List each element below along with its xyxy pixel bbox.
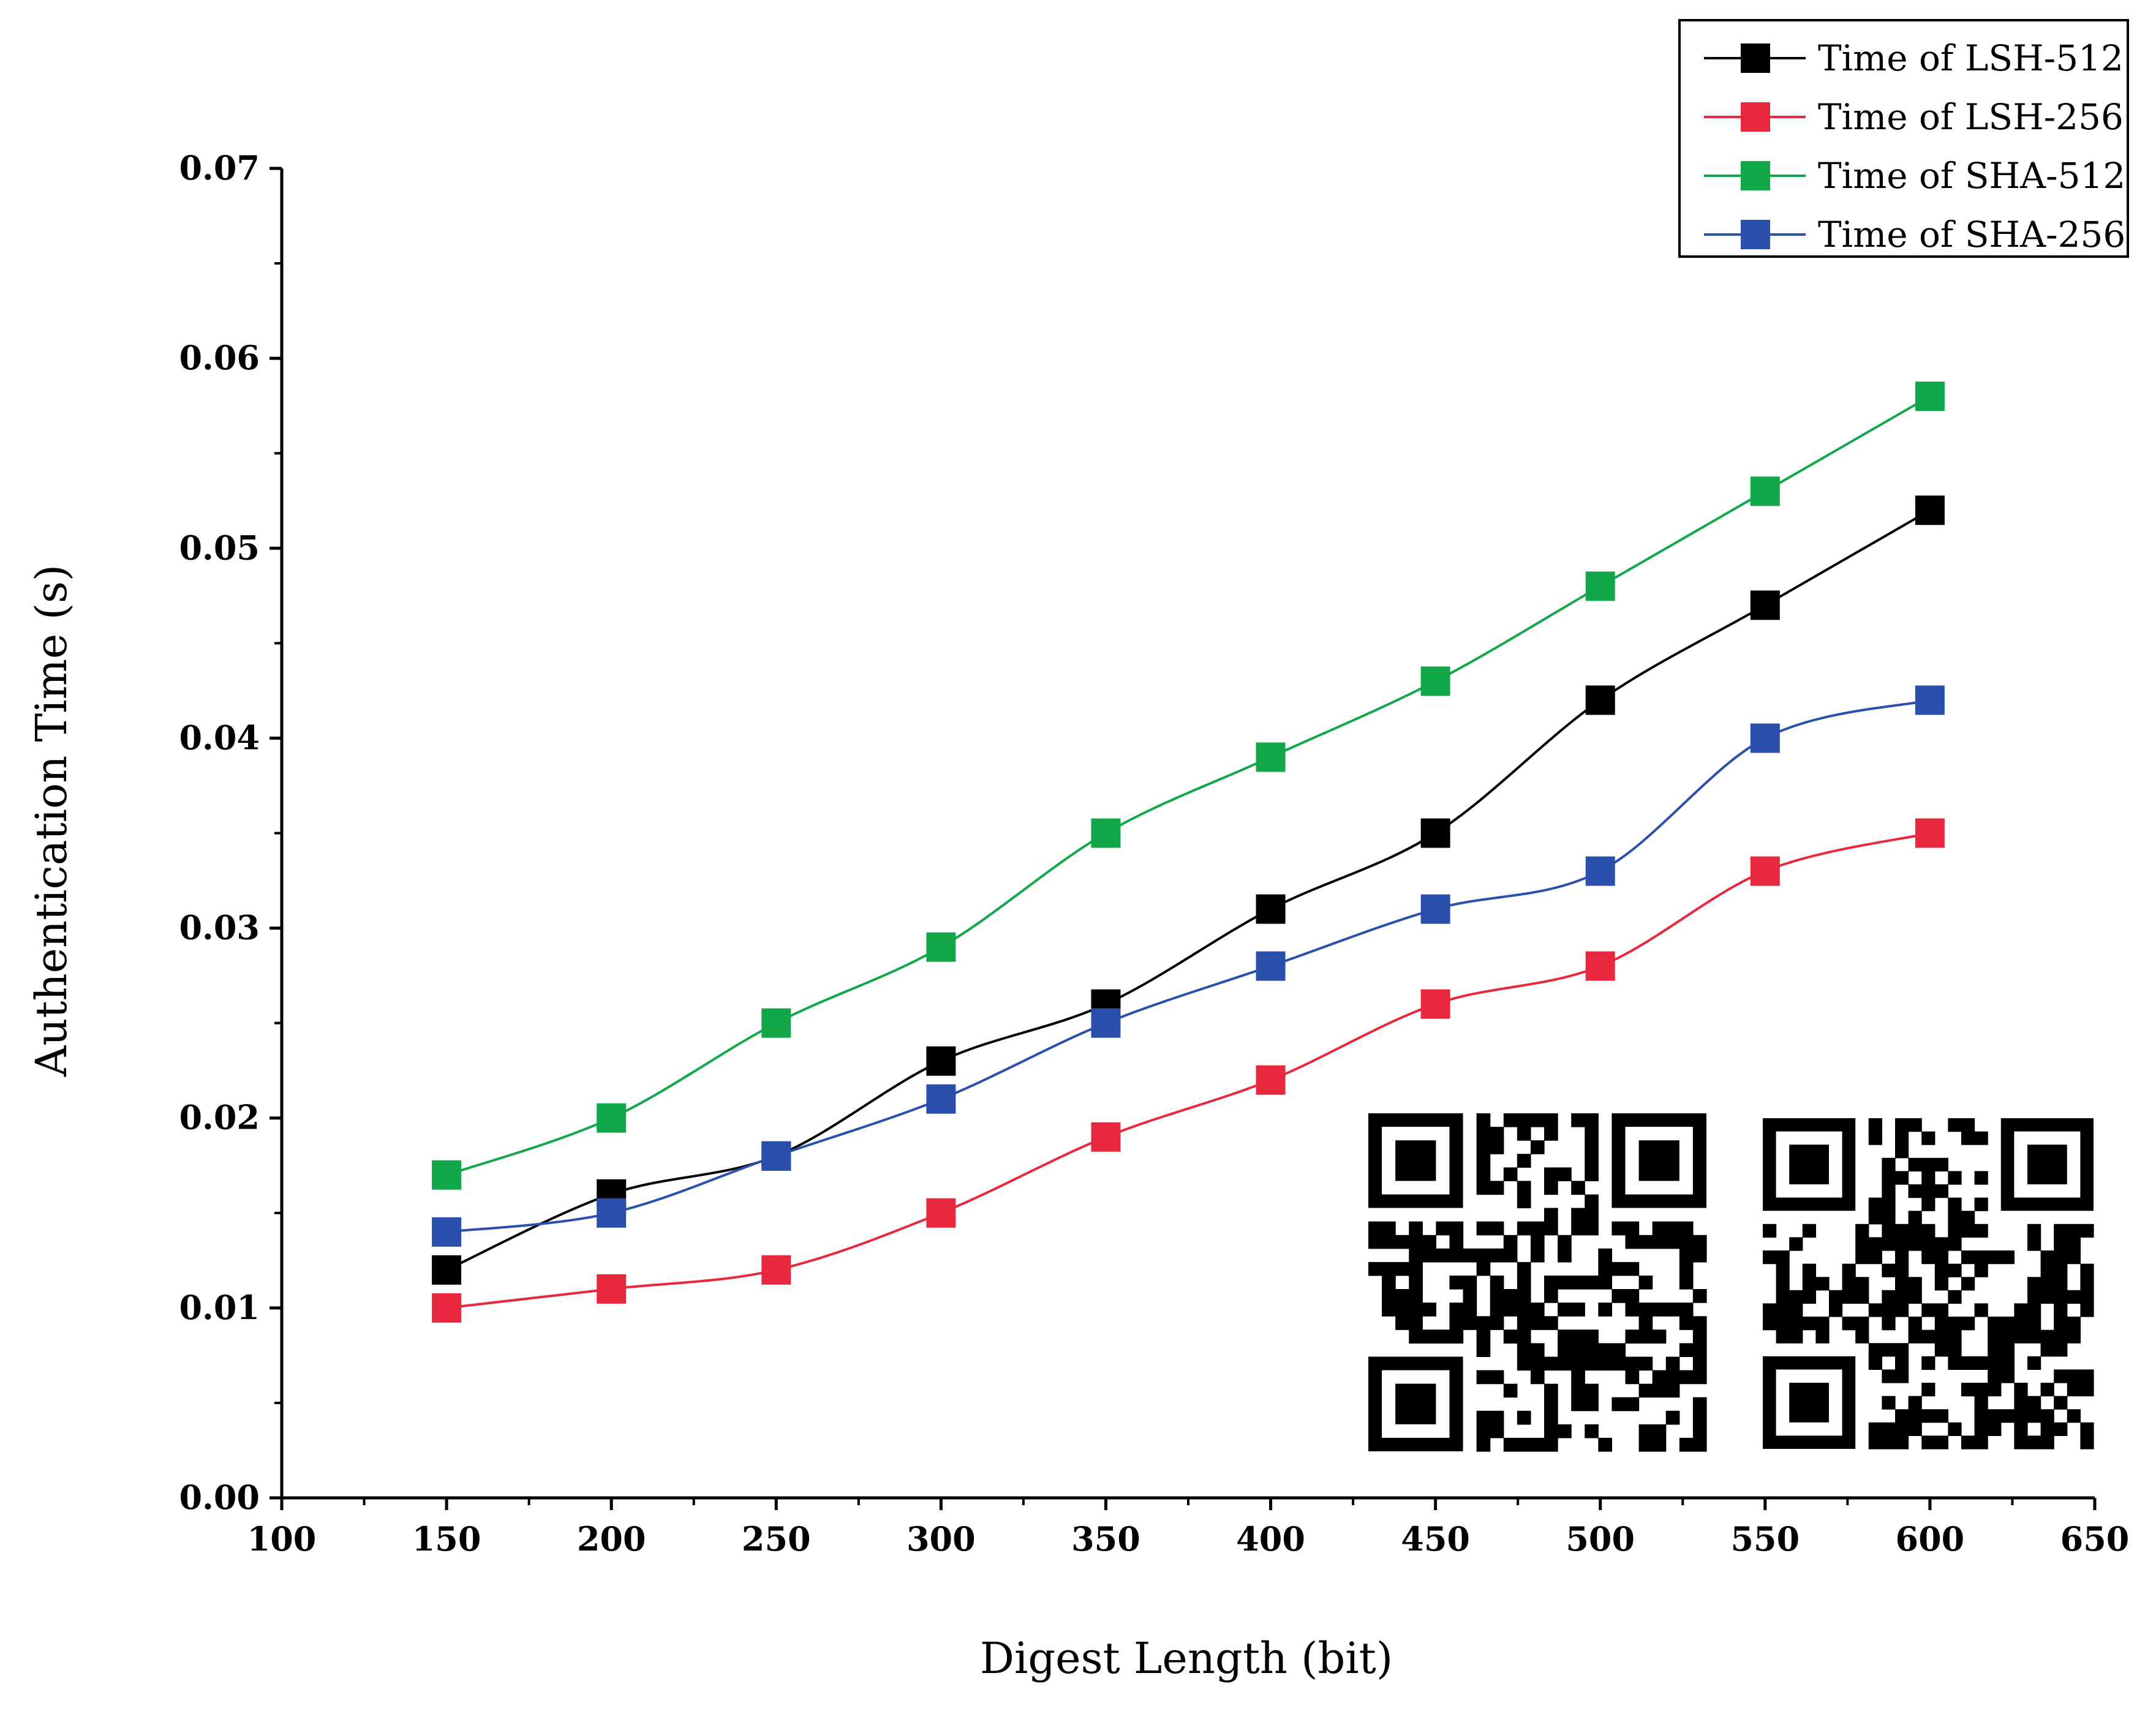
y-tick-label: 0.05 (179, 528, 260, 567)
data-point (1750, 856, 1780, 886)
x-axis-title: Digest Length (bit) (980, 1633, 1393, 1683)
y-tick-label: 0.02 (179, 1098, 260, 1137)
data-point (1915, 495, 1945, 525)
data-point (597, 1103, 627, 1133)
qr-modules (1368, 1113, 1707, 1452)
x-tick-label: 550 (1730, 1519, 1800, 1558)
legend-label: Time of LSH-256 (1818, 96, 2124, 138)
data-point (1256, 1065, 1286, 1095)
x-tick-label: 450 (1401, 1519, 1470, 1558)
x-tick-label: 300 (907, 1519, 976, 1558)
data-point (1585, 685, 1615, 715)
data-point (761, 1141, 791, 1171)
qr-code-right (1763, 1118, 2094, 1449)
qr-finder-core (1789, 1383, 1829, 1423)
data-point (432, 1217, 462, 1247)
series-time-of-sha-512 (432, 382, 1945, 1190)
data-point (1256, 894, 1286, 924)
x-tick-label: 250 (742, 1519, 811, 1558)
legend-marker (1741, 220, 1770, 249)
x-tick-label: 400 (1236, 1519, 1305, 1558)
x-tick-label: 600 (1896, 1519, 1965, 1558)
x-tick-label: 150 (412, 1519, 481, 1558)
x-tick-label: 350 (1071, 1519, 1140, 1558)
data-point (1420, 666, 1450, 696)
qr-codes (1368, 1113, 2094, 1452)
data-point (761, 1255, 791, 1285)
data-point (1585, 571, 1615, 601)
data-point (432, 1160, 462, 1190)
y-axis-title: Authentication Time (s) (26, 565, 77, 1077)
data-point (1256, 951, 1286, 981)
series-line (446, 509, 1931, 1271)
data-point (432, 1293, 462, 1323)
y-tick-label: 0.01 (179, 1288, 260, 1327)
data-point (1585, 856, 1615, 886)
data-point (1091, 1008, 1121, 1038)
data-point (1915, 382, 1945, 412)
y-tick-label: 0.00 (179, 1478, 260, 1517)
data-point (597, 1198, 627, 1228)
y-tick-label: 0.03 (179, 908, 260, 947)
data-point (1420, 818, 1450, 848)
series-time-of-lsh-512 (432, 495, 1945, 1285)
series-layer (432, 382, 1945, 1323)
axes: 0.00 0.01 0.02 0.03 0.04 0.05 0.06 0.07 100 150 20… (179, 148, 2129, 1558)
legend-label: Time of SHA-256 (1818, 214, 2125, 255)
qr-finder-core (1638, 1140, 1679, 1181)
data-point (926, 932, 956, 962)
qr-finder-core (1395, 1140, 1436, 1181)
legend-marker (1741, 43, 1770, 73)
data-point (926, 1046, 956, 1076)
legend-item: Time of SHA-256 (1704, 214, 2125, 255)
x-tick-label: 200 (577, 1519, 646, 1558)
series-time-of-sha-256 (432, 685, 1945, 1247)
qr-finder-core (1395, 1383, 1436, 1424)
data-point (1091, 818, 1121, 848)
qr-finder-core (1789, 1145, 1829, 1184)
data-point (1585, 951, 1615, 981)
data-point (1750, 590, 1780, 620)
data-point (926, 1198, 956, 1228)
data-point (1750, 476, 1780, 506)
qr-code-left (1368, 1113, 1707, 1452)
qr-modules (1763, 1118, 2094, 1449)
legend-label: Time of SHA-512 (1818, 155, 2125, 197)
legend-item: Time of LSH-256 (1704, 96, 2124, 138)
series-time-of-lsh-256 (432, 818, 1945, 1323)
data-point (1915, 818, 1945, 848)
series-line (446, 699, 1931, 1233)
legend-item: Time of LSH-512 (1704, 37, 2124, 79)
data-point (1420, 894, 1450, 924)
qr-finder-core (2027, 1145, 2067, 1184)
x-tick-label: 100 (247, 1519, 317, 1558)
series-line (446, 395, 1931, 1176)
y-tick-label: 0.07 (179, 148, 260, 187)
data-point (1091, 1122, 1121, 1152)
y-tick-label: 0.04 (179, 718, 260, 757)
data-point (1915, 685, 1945, 715)
legend-item: Time of SHA-512 (1704, 155, 2125, 197)
x-tick-label: 500 (1566, 1519, 1635, 1558)
data-point (1256, 742, 1286, 772)
series-line (446, 832, 1931, 1309)
data-point (926, 1084, 956, 1114)
data-point (432, 1255, 462, 1285)
legend: Time of LSH-512 Time of LSH-256 Time of SH… (1678, 19, 2129, 258)
data-point (761, 1008, 791, 1038)
legend-label: Time of LSH-512 (1818, 37, 2124, 79)
data-point (1420, 989, 1450, 1019)
data-point (597, 1274, 627, 1304)
legend-marker (1741, 161, 1770, 190)
data-point (1750, 723, 1780, 753)
x-tick-label: 650 (2060, 1519, 2130, 1558)
y-tick-label: 0.06 (179, 338, 260, 377)
legend-marker (1741, 102, 1770, 132)
